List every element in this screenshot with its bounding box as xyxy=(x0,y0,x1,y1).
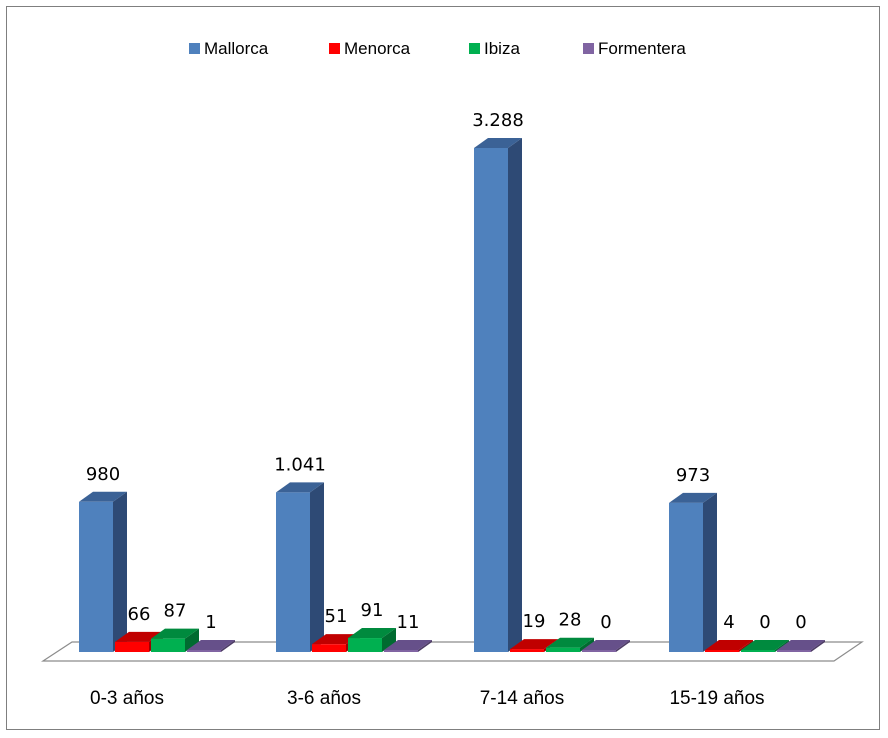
bar-ibiza-0-3-anos-top xyxy=(151,628,199,639)
value-label-menorca-7-14-anos: 19 xyxy=(523,611,546,632)
value-labels-group: 980 66 87 1 1.041 51 91 11 3.288 19 28 0 973 4 0 0 xyxy=(86,110,807,633)
bar-mallorca-3-6-anos-front xyxy=(276,492,310,652)
bar-mallorca-7-14-anos-side xyxy=(508,138,522,652)
legend-label-mallorca: Mallorca xyxy=(204,39,269,58)
bar-mallorca-15-19-anos-side xyxy=(703,492,717,652)
bar-mallorca-7-14-anos xyxy=(474,138,522,652)
legend-item-formentera: Formentera xyxy=(583,39,686,58)
value-label-mallorca-15-19-anos: 973 xyxy=(676,465,710,486)
legend-swatch-ibiza xyxy=(469,43,480,54)
legend-swatch-mallorca xyxy=(189,43,200,54)
bar-formentera-0-3-anos xyxy=(187,640,235,652)
category-label-15-19-anos: 15-19 años xyxy=(669,688,764,709)
bar-formentera-7-14-anos-top xyxy=(582,640,630,650)
category-label-0-3-anos: 0-3 años xyxy=(90,688,164,709)
category-label-7-14-anos: 7-14 años xyxy=(480,688,565,709)
bar-formentera-3-6-anos xyxy=(384,640,432,652)
bar-menorca-7-14-anos-top xyxy=(510,639,558,650)
bar-formentera-15-19-anos-top xyxy=(777,640,825,650)
bar-formentera-0-3-anos-side xyxy=(221,640,235,652)
bar-formentera-15-19-anos xyxy=(777,640,825,652)
bar-menorca-3-6-anos-front xyxy=(312,644,346,652)
value-label-menorca-0-3-anos: 66 xyxy=(128,604,151,625)
value-label-mallorca-3-6-anos: 1.041 xyxy=(274,454,326,475)
legend-label-menorca: Menorca xyxy=(344,39,411,58)
bar-ibiza-7-14-anos-side xyxy=(580,637,594,652)
bar-menorca-15-19-anos-top xyxy=(705,640,753,650)
bar-formentera-0-3-anos-top xyxy=(187,640,235,650)
bar-formentera-0-3-anos-front xyxy=(187,650,221,652)
bar-mallorca-0-3-anos-side xyxy=(113,491,127,652)
bar-ibiza-15-19-anos-top xyxy=(741,640,789,650)
value-label-mallorca-0-3-anos: 980 xyxy=(86,464,120,485)
bar-ibiza-15-19-anos-front xyxy=(741,650,775,652)
bar-mallorca-0-3-anos-top xyxy=(79,491,127,502)
bar-menorca-7-14-anos-front xyxy=(510,649,544,652)
bar-mallorca-15-19-anos-front xyxy=(669,502,703,652)
legend: Mallorca Menorca Ibiza Formentera xyxy=(189,39,686,58)
legend-item-ibiza: Ibiza xyxy=(469,39,520,58)
value-label-formentera-0-3-anos: 1 xyxy=(205,612,216,633)
bar-ibiza-0-3-anos-side xyxy=(185,628,199,652)
value-label-formentera-3-6-anos: 11 xyxy=(397,612,420,633)
bar-mallorca-0-3-anos-front xyxy=(79,501,113,652)
bar-formentera-15-19-anos-side xyxy=(811,640,825,652)
bar-ibiza-7-14-anos xyxy=(546,637,594,652)
legend-swatch-menorca xyxy=(329,43,340,54)
bar-mallorca-3-6-anos-top xyxy=(276,482,324,493)
legend-label-ibiza: Ibiza xyxy=(484,39,520,58)
chart-frame xyxy=(6,6,880,730)
bar-formentera-3-6-anos-front xyxy=(384,650,418,652)
value-label-ibiza-0-3-anos: 87 xyxy=(164,601,187,622)
value-label-ibiza-7-14-anos: 28 xyxy=(559,610,582,631)
bar-ibiza-7-14-anos-front xyxy=(546,647,580,652)
bar-mallorca-3-6-anos xyxy=(276,482,324,652)
value-label-ibiza-3-6-anos: 91 xyxy=(361,600,384,621)
bar-ibiza-3-6-anos-side xyxy=(382,628,396,652)
bar-formentera-3-6-anos-side xyxy=(418,640,432,652)
legend-swatch-formentera xyxy=(583,43,594,54)
bar-formentera-7-14-anos-side xyxy=(616,640,630,652)
bar-ibiza-0-3-anos-front xyxy=(151,638,185,652)
value-label-mallorca-7-14-anos: 3.288 xyxy=(472,110,524,131)
value-label-menorca-15-19-anos: 4 xyxy=(723,612,734,633)
bar-ibiza-3-6-anos-top xyxy=(348,628,396,639)
bars-group xyxy=(79,138,825,652)
bar-menorca-0-3-anos-front xyxy=(115,641,149,652)
bar-formentera-7-14-anos xyxy=(582,640,630,652)
bar-menorca-15-19-anos-front xyxy=(705,650,739,652)
bar-mallorca-15-19-anos xyxy=(669,492,717,652)
bar-mallorca-15-19-anos-top xyxy=(669,492,717,503)
bar-ibiza-7-14-anos-top xyxy=(546,637,594,648)
bar-ibiza-3-6-anos-front xyxy=(348,638,382,652)
bar-formentera-7-14-anos-front xyxy=(582,650,616,652)
bar-ibiza-0-3-anos xyxy=(151,628,199,652)
legend-label-formentera: Formentera xyxy=(598,39,686,58)
value-label-menorca-3-6-anos: 51 xyxy=(325,606,348,627)
bar-ibiza-3-6-anos xyxy=(348,628,396,652)
legend-item-menorca: Menorca xyxy=(329,39,411,58)
category-labels-group: 0-3 años 3-6 años 7-14 años 15-19 años xyxy=(90,688,765,709)
category-label-3-6-anos: 3-6 años xyxy=(287,688,361,709)
value-label-formentera-15-19-anos: 0 xyxy=(795,612,806,633)
chart-floor xyxy=(40,641,864,662)
value-label-ibiza-15-19-anos: 0 xyxy=(759,612,770,633)
legend-item-mallorca: Mallorca xyxy=(189,39,269,58)
value-label-formentera-7-14-anos: 0 xyxy=(600,612,611,633)
bar-mallorca-7-14-anos-front xyxy=(474,148,508,652)
bar-mallorca-3-6-anos-side xyxy=(310,482,324,652)
bar-mallorca-0-3-anos xyxy=(79,491,127,652)
bar-formentera-3-6-anos-top xyxy=(384,640,432,650)
floor-plane xyxy=(40,641,864,662)
bar-formentera-15-19-anos-front xyxy=(777,650,811,652)
bar-mallorca-7-14-anos-top xyxy=(474,138,522,148)
